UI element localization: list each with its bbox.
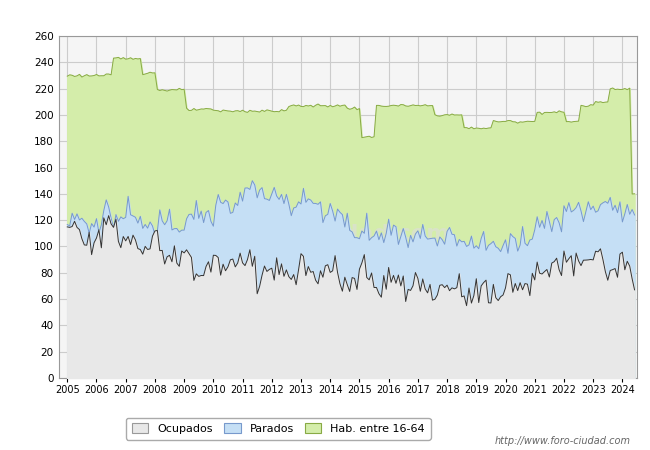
Text: Busquístar - Evolucion de la poblacion en edad de Trabajar Mayo de 2024: Busquístar - Evolucion de la poblacion e… (79, 13, 571, 26)
Text: http://www.foro-ciudad.com: http://www.foro-ciudad.com (495, 436, 630, 446)
Legend: Ocupados, Parados, Hab. entre 16-64: Ocupados, Parados, Hab. entre 16-64 (126, 418, 430, 440)
Text: foro-ciudad.com: foro-ciudad.com (246, 225, 450, 244)
